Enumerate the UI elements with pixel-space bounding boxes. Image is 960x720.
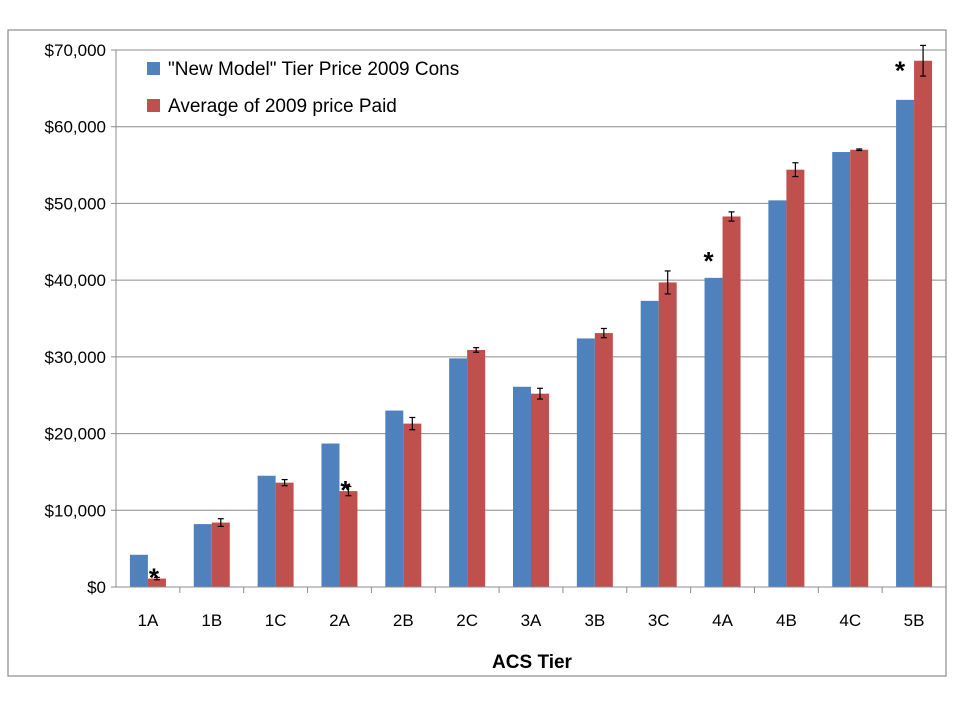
x-tick-label: 4A <box>712 611 733 630</box>
x-tick-label: 3C <box>648 611 670 630</box>
bar-new-model <box>449 358 468 587</box>
x-tick-label: 5B <box>904 611 925 630</box>
bar-avg-paid <box>594 333 613 587</box>
x-tick-label: 2A <box>329 611 350 630</box>
x-tick-label: 3B <box>584 611 605 630</box>
bar-new-model <box>385 410 404 587</box>
bar-new-model <box>193 524 212 587</box>
x-tick-label: 2B <box>393 611 414 630</box>
bar-new-model <box>768 200 787 588</box>
axes: $0 $10,000 $20,000 $30,000 $40,000 $50,000 $60… <box>45 41 947 630</box>
bar-avg-paid <box>339 491 358 587</box>
legend-swatch <box>147 99 160 112</box>
bar-avg-paid <box>403 423 422 587</box>
x-tick-label: 3A <box>521 611 542 630</box>
bar-avg-paid <box>531 393 549 587</box>
bar-avg-paid <box>914 60 933 588</box>
bar-avg-paid <box>850 149 869 587</box>
bar-avg-paid <box>211 522 230 587</box>
bar-avg-paid <box>786 169 805 587</box>
y-tick-label: $0 <box>87 578 106 597</box>
bar-avg-paid <box>275 482 294 587</box>
bar-new-model <box>704 277 723 587</box>
bar-new-model <box>257 475 276 587</box>
legend-label: Average of 2009 price Paid <box>168 96 397 117</box>
y-tick-label: $70,000 <box>45 41 106 60</box>
significance-asterisk: * <box>703 246 714 276</box>
x-tick-label: 4C <box>839 611 861 630</box>
y-tick-label: $40,000 <box>45 271 106 290</box>
bar-new-model <box>129 554 148 587</box>
y-tick-label: $20,000 <box>45 425 106 444</box>
y-tick-label: $30,000 <box>45 348 106 367</box>
significance-asterisk: * <box>340 475 351 505</box>
bar-new-model <box>896 99 915 587</box>
x-axis-title: ACS Tier <box>492 652 573 673</box>
legend: "New Model" Tier Price 2009 Cons Average … <box>147 59 459 117</box>
x-tick-label: 1B <box>201 611 222 630</box>
bar-new-model <box>640 300 659 587</box>
x-tick-label: 1A <box>138 611 159 630</box>
x-tick-label: 2C <box>456 611 478 630</box>
bar-avg-paid <box>722 216 741 587</box>
y-tick-label: $50,000 <box>45 194 106 213</box>
legend-label: "New Model" Tier Price 2009 Cons <box>168 59 459 80</box>
significance-asterisk: * <box>895 55 906 85</box>
bar-new-model <box>576 338 595 587</box>
x-tick-label: 4B <box>776 611 797 630</box>
bar-avg-paid <box>147 578 166 587</box>
bar-new-model <box>513 386 531 587</box>
legend-swatch <box>147 62 160 75</box>
bars: * * * * <box>129 44 933 593</box>
y-tick-label: $10,000 <box>45 501 106 520</box>
y-tick-label: $60,000 <box>45 118 106 137</box>
bar-avg-paid <box>467 349 486 587</box>
bar-avg-paid <box>658 282 677 587</box>
significance-asterisk: * <box>149 563 160 593</box>
gridlines <box>116 49 946 511</box>
x-tick-label: 1C <box>265 611 287 630</box>
bar-new-model <box>832 152 851 587</box>
bar-new-model <box>321 443 340 587</box>
